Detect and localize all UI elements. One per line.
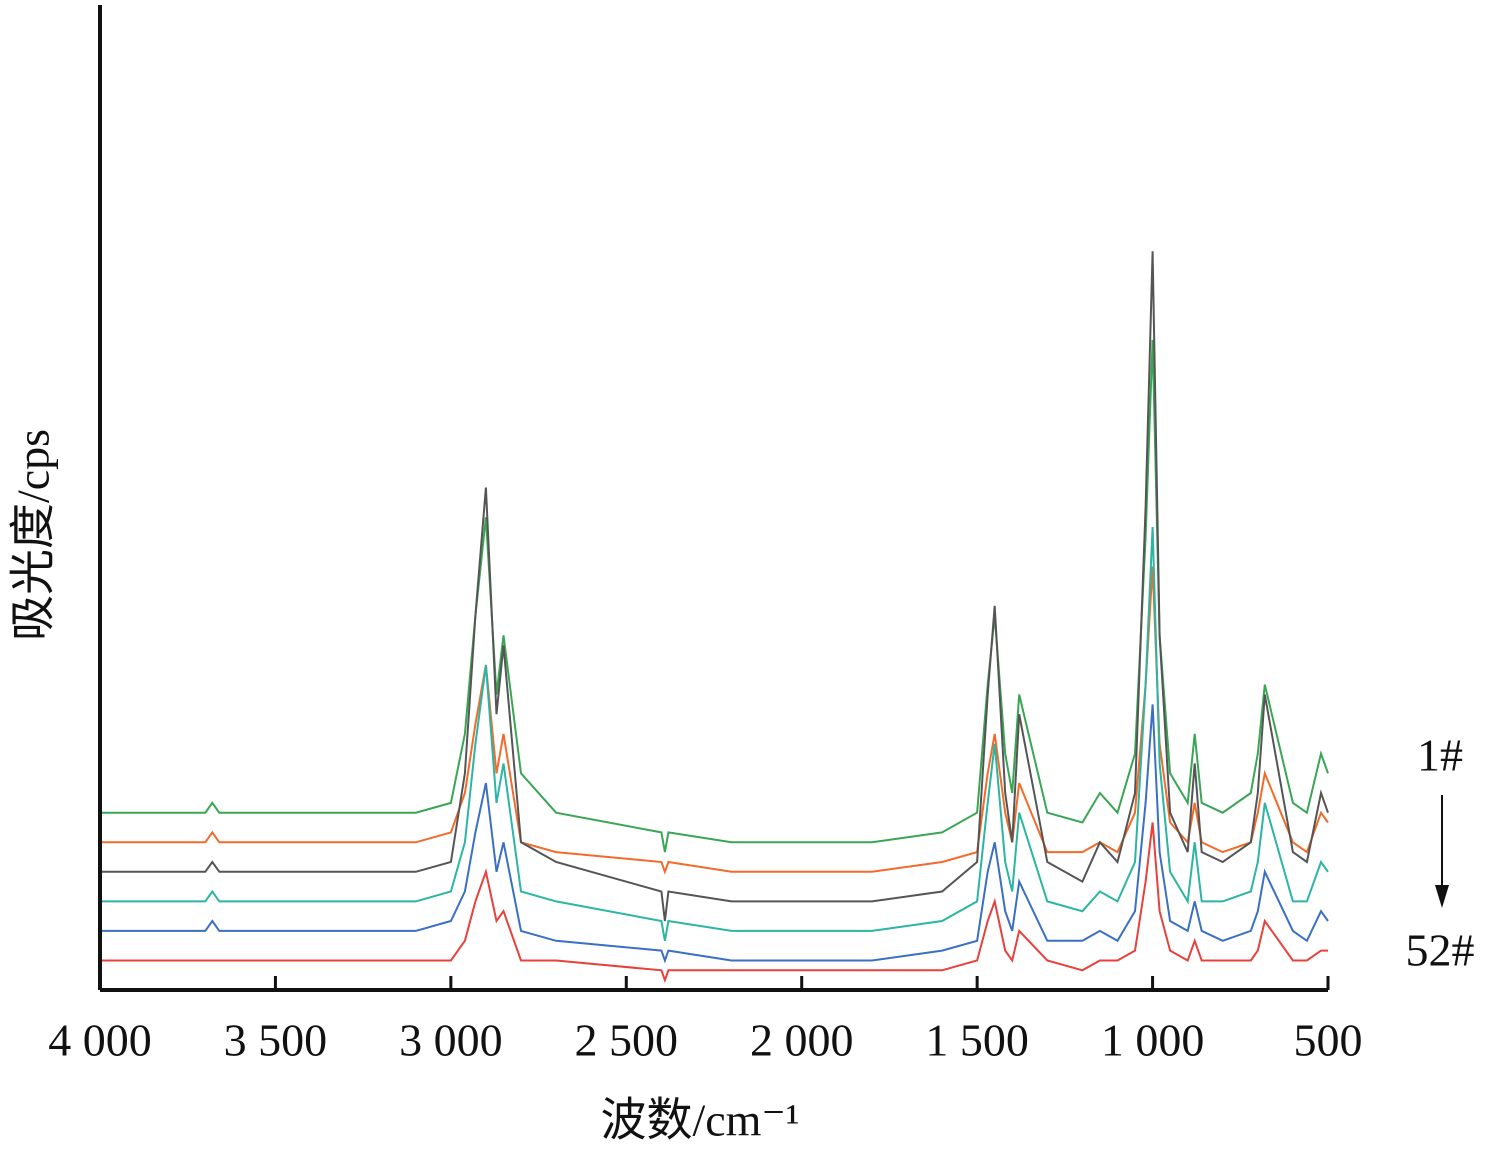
arrow-head (1435, 885, 1449, 908)
spectrum-line (100, 251, 1329, 922)
x-tick-label: 500 (1294, 1015, 1363, 1066)
x-tick-label: 1 500 (925, 1015, 1029, 1066)
spectrum-line (100, 526, 1329, 941)
spectrum-line (100, 339, 1329, 853)
x-axis-label: 波数/cm⁻¹ (600, 1095, 799, 1146)
spectrum-line (100, 822, 1328, 984)
annotation: 1# (1417, 730, 1463, 781)
spectrum-line (100, 704, 1329, 964)
y-axis-label: 吸光度/cps (8, 429, 59, 641)
x-tick-label: 2 000 (750, 1015, 854, 1066)
x-tick-label: 3 500 (224, 1015, 328, 1066)
spectrum-line (100, 566, 1329, 875)
x-tick-label: 1 000 (1101, 1015, 1205, 1066)
x-tick-label: 4 000 (48, 1015, 152, 1066)
x-tick-label: 2 500 (575, 1015, 679, 1066)
x-tick-label: 3 000 (399, 1015, 503, 1066)
annotation: 52# (1406, 925, 1475, 976)
